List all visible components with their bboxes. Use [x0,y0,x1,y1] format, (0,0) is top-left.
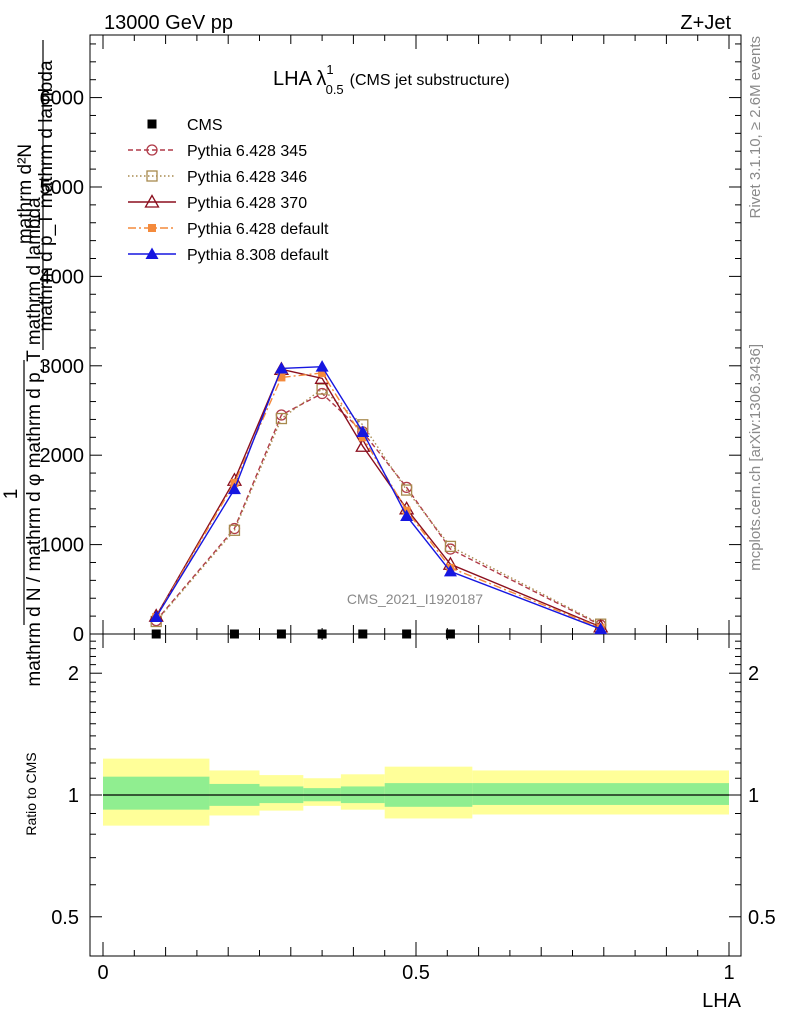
ratio-bands [103,758,729,826]
chart-title: LHA λ1 0.5(CMS jet substructure) [273,62,510,97]
ratio-y-tick-label-right: 1 [748,785,759,807]
series-0 [151,629,455,639]
y-tick-label: 2000 [40,445,85,467]
ratio-y-tick-label-right: 2 [748,663,759,685]
legend-marker [146,144,158,156]
legend-label: CMS [187,117,223,134]
ratio-y-tick-label: 1 [68,785,79,807]
legend-label: Pythia 8.308 default [187,247,329,264]
legend-marker [148,224,156,232]
legend-marker [147,119,157,129]
data-point [444,540,457,553]
ratio-y-tick-label: 0.5 [51,907,79,929]
data-point [314,370,330,384]
mcplots-caption: mcplots.cern.ch [arXiv:1306.3436] [747,344,764,571]
band-inner-bin [103,776,210,810]
x-tick-label: 0.5 [402,962,430,984]
data-point [228,524,241,536]
ylabel-numerator: mathrm d²N [15,144,36,244]
y-tick-label: 5000 [40,177,85,199]
data-point [274,361,288,374]
series-line [155,388,601,625]
data-point [443,564,457,577]
y-tick-label: 1000 [40,535,85,557]
data-point [277,373,286,382]
legend-marker [146,170,158,182]
data-point [317,629,327,639]
series-line [155,368,601,628]
y-tick-label: 6000 [40,88,85,110]
ylabel-one: 1 [1,489,22,500]
data-point [400,509,414,521]
data-point [402,629,412,639]
x-axis-label: LHA [702,990,742,1012]
ylabel-top-denominator: mathrm d p_T mathrm d lambda [36,60,57,331]
y-tick-label: 3000 [40,356,85,378]
legend-label: Pythia 6.428 370 [187,195,307,212]
data-point [149,610,163,623]
series-5 [149,360,608,635]
legend-label: Pythia 6.428 345 [187,143,307,160]
ratio-y-tick-label-right: 0.5 [748,907,776,929]
analysis-watermark: CMS_2021_I1920187 [347,591,483,607]
data-point [318,368,327,377]
series-layer [148,360,609,639]
legend: CMS Pythia 6.428 345 Pythia 6.428 346 Pythi… [128,117,329,264]
data-point [315,360,329,372]
y-tick-label: 0 [73,624,84,646]
data-point [400,484,413,496]
legend-label: Pythia 6.428 default [187,221,329,238]
ratio-y-tick-label: 2 [68,663,79,685]
header-right: Z+Jet [680,12,731,34]
data-point [358,629,368,639]
band-inner-bin [472,783,729,805]
ylabel-bottom: mathrm d N / mathrm d φ mathrm d p_T mat… [24,197,45,687]
data-point [151,629,161,639]
x-tick-label: 1 [723,962,734,984]
data-point [355,438,371,452]
series-line [155,372,601,629]
data-point [356,425,370,437]
data-point [275,412,288,425]
data-point [445,629,455,639]
x-tick-label: 0 [97,962,108,984]
main-ylabel: mathrm d²N mathrm d p_T mathrm d lambda … [1,40,57,687]
data-point [594,622,608,635]
legend-marker [144,194,160,208]
data-point [276,629,286,639]
legend-label: Pythia 6.428 346 [187,169,307,186]
data-point [316,383,328,395]
header-left: 13000 GeV pp [104,12,233,34]
axes: 0 1000 2000 3000 4000 5000 6000 0 0.5 1 0.5 0.5 1 1 2 2 [40,35,776,984]
ratio-ylabel: Ratio to CMS [23,752,39,835]
legend-marker [145,247,159,259]
rivet-caption: Rivet 3.1.10, ≥ 2.6M events [747,36,764,219]
data-point [358,433,367,442]
y-tick-label: 4000 [40,266,85,288]
series-line [155,365,601,630]
data-point [229,629,239,639]
data-point [227,482,241,495]
